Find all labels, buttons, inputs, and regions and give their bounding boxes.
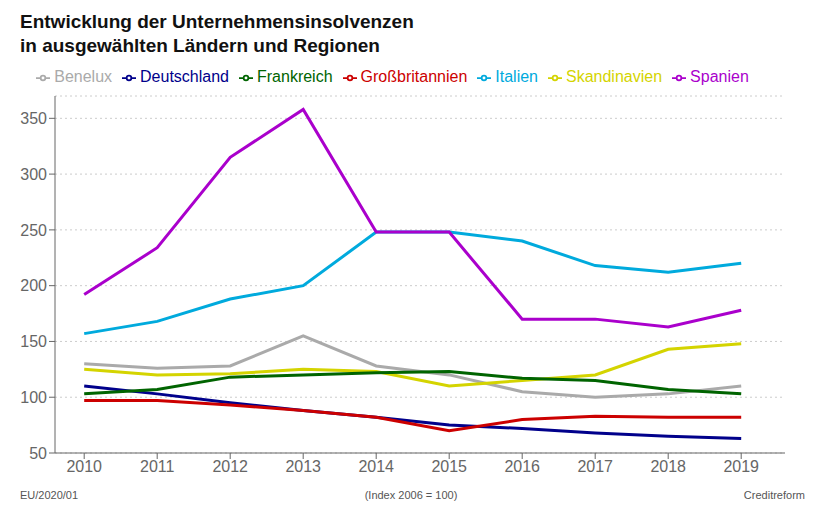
svg-text:2017: 2017 [577, 458, 613, 475]
html-text:Großbritannien: Großbritannien [360, 68, 468, 85]
svg-text:2013: 2013 [285, 458, 321, 475]
html-text:Spanien: Spanien [690, 68, 749, 85]
svg-text:2018: 2018 [650, 458, 686, 475]
svg-text:2014: 2014 [358, 458, 394, 475]
html-text:Creditreform: Creditreform [743, 489, 805, 501]
html-text:Italien: Italien [495, 68, 538, 85]
html-text:Skandinavien: Skandinavien [566, 68, 663, 85]
svg-text:200: 200 [20, 277, 47, 294]
svg-text:2016: 2016 [504, 458, 540, 475]
svg-text:2015: 2015 [431, 458, 467, 475]
svg-text:250: 250 [20, 222, 47, 239]
html-text:Entwicklung der Unternehmensin: Entwicklung der Unternehmensinsolvenzen [20, 11, 414, 32]
html-text:Frankreich: Frankreich [257, 68, 333, 85]
html-text:(Index 2006 = 100): (Index 2006 = 100) [364, 489, 458, 501]
svg-text:50: 50 [29, 445, 47, 462]
html-text:EU/2020/01: EU/2020/01 [20, 489, 79, 501]
svg-text:2010: 2010 [66, 458, 102, 475]
svg-text:2011: 2011 [140, 458, 175, 475]
html-text:in ausgewählten Ländern und Re: in ausgewählten Ländern und Regionen [20, 35, 380, 56]
svg-text:100: 100 [20, 389, 47, 406]
svg-text:300: 300 [20, 166, 47, 183]
html-text:Deutschland: Deutschland [140, 68, 229, 85]
svg-text:350: 350 [20, 110, 47, 127]
html-text:Benelux: Benelux [54, 68, 112, 85]
svg-text:2019: 2019 [723, 458, 759, 475]
svg-text:2012: 2012 [212, 458, 248, 475]
svg-text:150: 150 [20, 333, 47, 350]
